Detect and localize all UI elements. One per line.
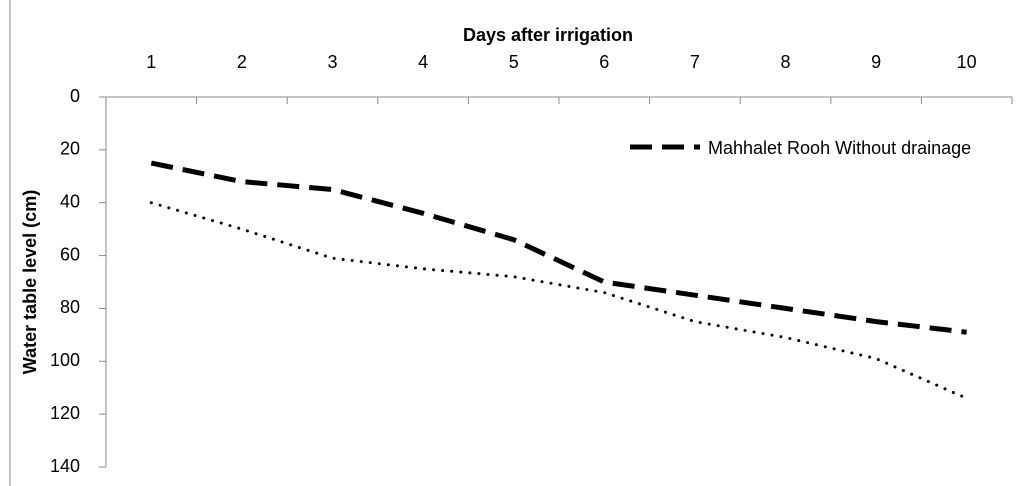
y-tick-label: 140	[50, 456, 80, 476]
y-tick-label: 80	[60, 297, 80, 317]
x-tick-label: 4	[418, 52, 428, 72]
y-tick-label: 120	[50, 403, 80, 423]
x-tick-label: 3	[327, 52, 337, 72]
x-tick-label: 9	[871, 52, 881, 72]
legend-label: Mahhalet Rooh Without drainage	[708, 138, 972, 158]
x-tick-label: 7	[690, 52, 700, 72]
x-tick-label: 8	[780, 52, 790, 72]
y-axis-title: Water table level (cm)	[20, 190, 40, 374]
x-tick-label: 1	[146, 52, 156, 72]
x-tick-label: 5	[509, 52, 519, 72]
x-axis-title: Days after irrigation	[463, 25, 633, 45]
y-tick-label: 0	[70, 86, 80, 106]
y-tick-label: 60	[60, 244, 80, 264]
x-tick-label: 2	[237, 52, 247, 72]
y-tick-label: 100	[50, 350, 80, 370]
x-tick-label: 10	[957, 52, 977, 72]
data-line	[150, 160, 967, 335]
data-line	[149, 201, 969, 400]
y-tick-label: 40	[60, 191, 80, 211]
x-tick-label: 6	[599, 52, 609, 72]
y-tick-label: 20	[60, 139, 80, 159]
